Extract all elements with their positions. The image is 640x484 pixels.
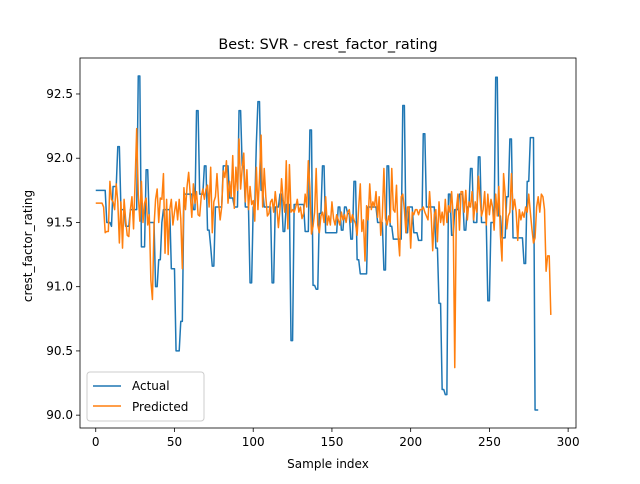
axes-frame — [79, 57, 577, 429]
x-axis-ticks: 0 50 100 150 200 250 300 — [92, 428, 580, 449]
y-tick-label: 90.5 — [46, 344, 73, 358]
plot-area — [95, 75, 552, 411]
y-tick-label: 92.0 — [46, 151, 73, 165]
legend: Actual Predicted — [86, 371, 205, 422]
legend-label-predicted: Predicted — [132, 400, 188, 414]
y-tick-label: 92.5 — [46, 87, 73, 101]
y-tick-label: 91.0 — [46, 280, 73, 294]
y-axis-label: crest_factor_rating — [21, 190, 35, 302]
x-tick-label: 300 — [557, 435, 580, 449]
x-tick-label: 0 — [92, 435, 100, 449]
legend-label-actual: Actual — [132, 379, 170, 393]
x-tick-label: 100 — [242, 435, 265, 449]
y-tick-label: 90.0 — [46, 408, 73, 422]
y-axis-ticks: 90.0 90.5 91.0 91.5 92.0 92.5 — [46, 87, 80, 422]
x-tick-label: 50 — [167, 435, 182, 449]
x-tick-label: 150 — [320, 435, 343, 449]
legend-box — [86, 371, 205, 422]
y-tick-label: 91.5 — [46, 215, 73, 229]
chart-title: Best: SVR - crest_factor_rating — [218, 37, 437, 53]
x-tick-label: 250 — [478, 435, 501, 449]
x-tick-label: 200 — [399, 435, 422, 449]
series-line-predicted — [95, 127, 552, 369]
x-axis-label: Sample index — [287, 457, 369, 471]
